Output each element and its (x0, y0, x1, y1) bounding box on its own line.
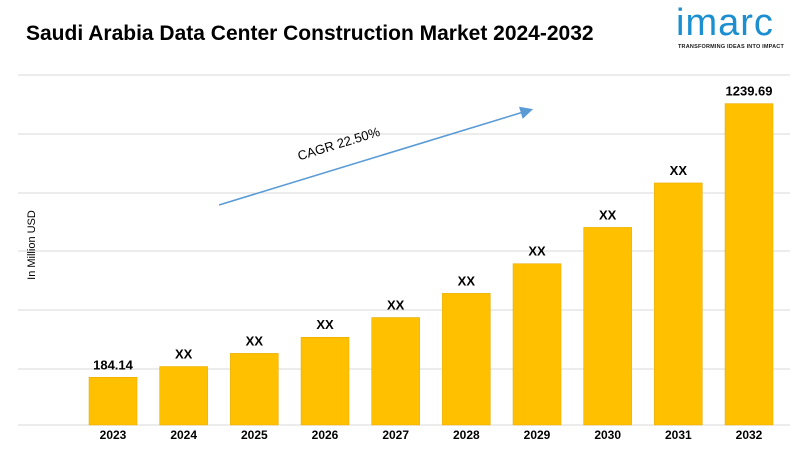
x-tick-2030: 2030 (594, 428, 621, 442)
x-tick-2023: 2023 (100, 428, 127, 442)
bar-2031 (654, 182, 703, 426)
data-label-2027: XX (387, 298, 405, 313)
data-label-2023: 184.14 (93, 357, 134, 372)
x-tick-2029: 2029 (524, 428, 551, 442)
data-label-2028: XX (458, 273, 476, 288)
data-label-2029: XX (528, 244, 546, 259)
bar-2027 (371, 317, 420, 426)
x-tick-2031: 2031 (665, 428, 692, 442)
x-tick-2025: 2025 (241, 428, 268, 442)
imarc-logo: imarc TRANSFORMING IDEAS INTO IMPACT (676, 2, 794, 58)
logo-tagline: TRANSFORMING IDEAS INTO IMPACT (678, 44, 785, 50)
data-label-2032: 1239.69 (726, 84, 773, 99)
bar-2030 (583, 227, 632, 426)
x-tick-2028: 2028 (453, 428, 480, 442)
bar-2032 (724, 103, 774, 426)
y-axis-label: In Million USD (26, 210, 38, 280)
cagr-arrow (218, 106, 534, 206)
bar-2024 (159, 366, 208, 426)
x-tick-2026: 2026 (312, 428, 339, 442)
bar-2026 (300, 336, 350, 426)
data-label-2026: XX (316, 317, 334, 332)
chart-title: Saudi Arabia Data Center Construction Ma… (26, 22, 594, 45)
x-tick-2032: 2032 (736, 428, 763, 442)
data-label-2031: XX (670, 163, 688, 178)
data-label-2025: XX (246, 333, 264, 348)
bar-2029 (512, 263, 562, 426)
logo-wordmark: imarc (676, 2, 774, 44)
cagr-label: CAGR 22.50% (296, 124, 382, 163)
x-tick-2024: 2024 (170, 428, 197, 442)
bar-2028 (442, 293, 491, 426)
data-label-2024: XX (175, 347, 193, 362)
bar-2025 (230, 353, 279, 426)
bar-2023 (88, 377, 138, 426)
x-tick-2027: 2027 (382, 428, 409, 442)
data-label-2030: XX (599, 207, 617, 222)
